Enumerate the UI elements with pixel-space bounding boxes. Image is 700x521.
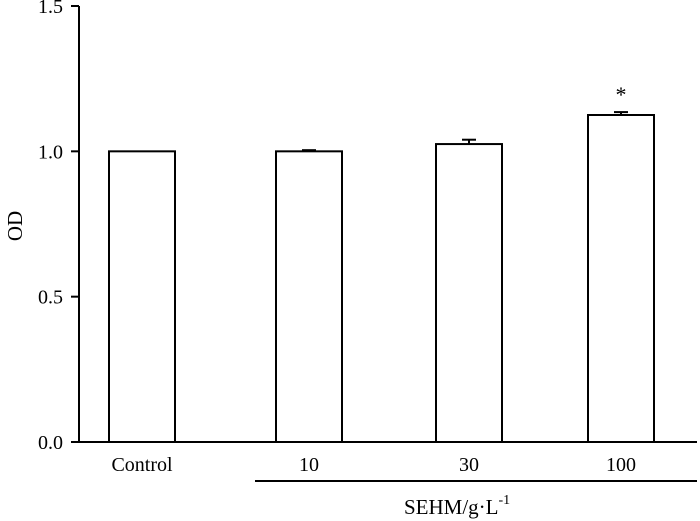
x-tick-labels: Control 10 30 100 (111, 454, 636, 476)
y-tick-label: 1.0 (38, 141, 63, 163)
bar-30 (435, 143, 503, 443)
bars-group: * (108, 82, 655, 443)
x-tick-label: 10 (299, 454, 319, 476)
bar-10 (275, 150, 343, 443)
bar-100 (587, 114, 655, 443)
y-axis-ticks: 0.0 0.5 1.0 1.5 (38, 0, 79, 454)
x-tick-label: 100 (606, 454, 636, 476)
x-tick-label: Control (111, 454, 173, 476)
bar-Control (108, 150, 176, 443)
y-tick-label: 0.5 (38, 287, 63, 309)
y-tick-label: 1.5 (38, 0, 63, 18)
y-axis-title: OD (3, 211, 27, 241)
x-axis-group-title: SEHM/g·L-1 (404, 493, 510, 519)
x-axis-group-title-text: SEHM/g·L (404, 495, 499, 519)
x-axis-group-title-superscript: -1 (499, 493, 511, 508)
significance-marker: * (616, 82, 627, 107)
x-tick-label: 30 (459, 454, 479, 476)
y-tick-label: 0.0 (38, 432, 63, 454)
